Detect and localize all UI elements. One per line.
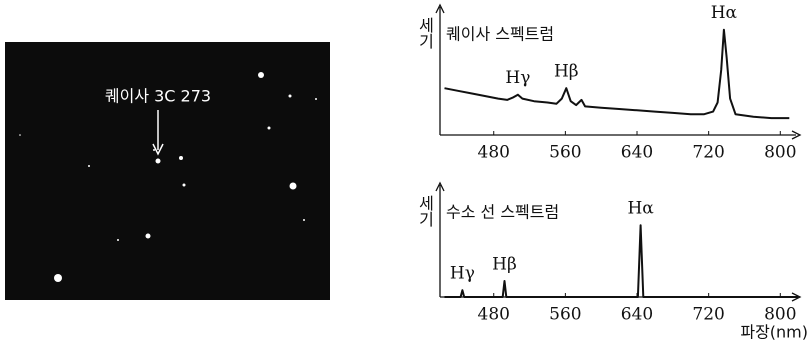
x-axis-arrow	[791, 130, 802, 140]
chart-title: 수소 선 스펙트럼	[446, 203, 559, 222]
x-axis-arrow	[791, 292, 802, 302]
peak-label: Hα	[627, 199, 654, 219]
x-tick-label: 560	[549, 305, 581, 325]
x-tick-label: 480	[478, 143, 510, 163]
y-axis-arrow	[435, 3, 445, 14]
arrow-head	[152, 143, 164, 156]
x-tick-label: 560	[549, 143, 581, 163]
x-axis-label: 파장(nm)	[740, 323, 808, 342]
x-tick-label: 480	[478, 305, 510, 325]
y-axis-arrow	[435, 181, 445, 192]
photo: 퀘이사 3C 273	[5, 42, 330, 300]
y-axis-label: 세기	[416, 17, 435, 49]
spectrum-line	[444, 28, 790, 120]
spectrum-line	[444, 224, 799, 298]
y-axis-label: 세기	[416, 195, 435, 227]
peak-label: Hα	[711, 3, 738, 23]
x-tick-label: 720	[692, 305, 724, 325]
x-tick-label: 800	[764, 305, 796, 325]
x-tick-label: 640	[621, 143, 653, 163]
photo-bg	[5, 42, 330, 300]
x-tick-label: 640	[621, 305, 653, 325]
x-tick-label: 720	[692, 143, 724, 163]
photo-label: 퀘이사 3C 273	[105, 87, 211, 106]
chart-title: 퀘이사 스펙트럼	[446, 25, 554, 44]
stars	[19, 72, 317, 282]
x-tick-label: 800	[764, 143, 796, 163]
peak-label: Hβ	[554, 62, 579, 82]
peak-label: Hβ	[492, 255, 517, 275]
peak-label: Hγ	[450, 264, 475, 284]
peak-label: Hγ	[505, 68, 530, 88]
